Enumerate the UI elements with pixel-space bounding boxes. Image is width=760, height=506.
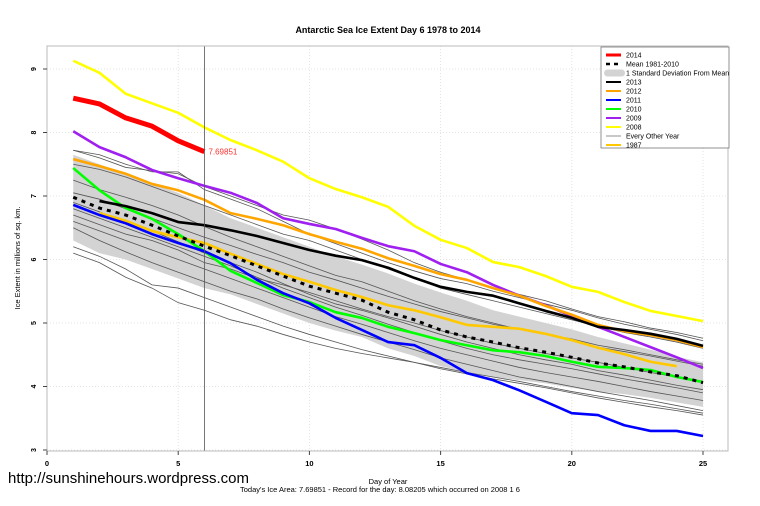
legend-label: 2008 [626,125,642,132]
y-axis-label: Ice Extent in millions of sq. km. [13,207,22,310]
legend-label: 2009 [626,116,642,123]
x-tick-label: 25 [699,459,707,468]
other-year-line [73,246,704,416]
y-tick-label: 8 [31,130,38,134]
other-year-line [73,252,704,414]
x-tick-label: 20 [568,459,576,468]
x-tick-label: 0 [45,459,49,468]
series-line-1987 [99,211,677,368]
legend: 2014 Mean 1981-2010 1 Standard Deviation F… [600,46,730,150]
series-line-mean-1981-2010 [72,195,704,385]
legend-label: 1987 [626,143,642,150]
legend-label: Mean 1981-2010 [626,62,679,69]
x-axis-label: Day of Year [369,477,408,486]
series-line-2010 [72,167,704,384]
x-tick-label: 15 [436,459,444,468]
series-line-2012 [72,157,704,349]
legend-swatch-1-standard-deviation-from-mean [604,69,625,77]
y-tick-label: 7 [31,194,38,198]
x-tick-label: 5 [176,459,180,468]
y-tick-label: 3 [31,448,38,452]
legend-label: 2011 [626,98,641,105]
plot-frame [46,45,729,452]
other-year-line [73,221,704,401]
plot-area: 7.69851 0 5 10 15 20 25 3 4 5 6 7 8 9 [31,45,729,468]
series-line-2011 [72,203,704,438]
y-tick-label: 4 [31,384,38,388]
series-line-2008 [72,59,704,323]
series-line-2014 [72,95,206,154]
legend-label: 1 Standard Deviation From Mean [626,71,729,78]
today-value-annotation: 7.69851 [208,148,237,157]
legend-label: 2012 [626,89,642,96]
y-tick-label: 5 [31,321,38,325]
legend-box [600,46,730,149]
legend-label: 2014 [626,53,642,60]
other-year-line [73,208,704,394]
source-url: http://sunshinehours.wordpress.com [8,470,249,487]
series-line-2013 [99,199,704,348]
legend-label: Every Other Year [626,134,680,141]
std-deviation-band [73,154,704,407]
y-tick-label: 9 [31,67,38,71]
chart-title: Antarctic Sea Ice Extent Day 6 1978 to 2… [295,25,480,35]
other-year-line [73,149,704,342]
y-tick-label: 6 [31,257,38,261]
legend-label: 2010 [626,107,642,114]
other-year-line [73,149,704,339]
footer-summary: Today's Ice Area: 7.69851 - Record for t… [240,485,520,494]
other-year-line [73,179,704,365]
legend-label: 2013 [626,80,642,87]
x-tick-label: 10 [305,459,313,468]
